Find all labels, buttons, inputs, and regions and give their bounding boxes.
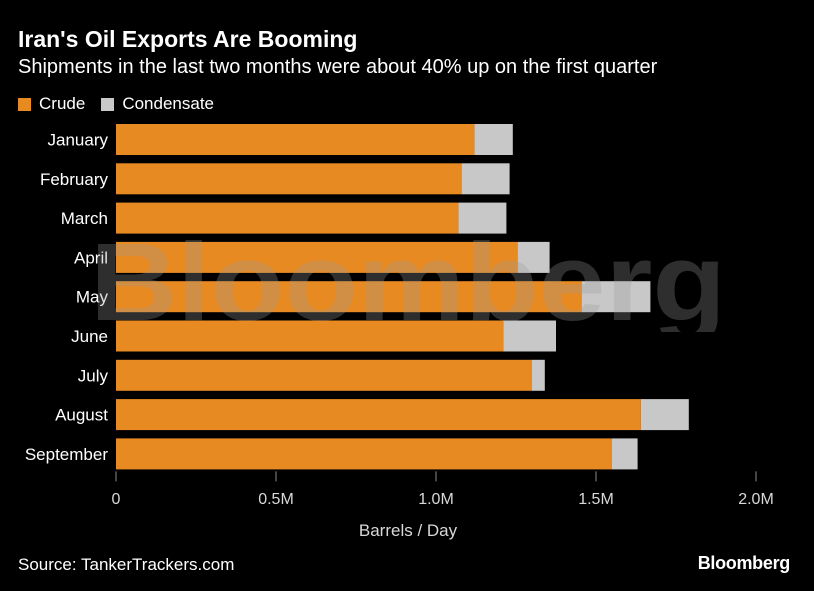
legend-swatch-condensate — [101, 97, 115, 111]
category-label-may: May — [76, 288, 109, 307]
category-label-january: January — [48, 131, 109, 150]
x-tick-label-0: 0 — [112, 491, 121, 508]
x-tick-label-4: 2.0M — [738, 491, 774, 508]
bar-condensate-september — [612, 438, 638, 470]
bar-crude-july — [116, 359, 532, 391]
bar-condensate-february — [461, 163, 510, 195]
bar-crude-august — [116, 399, 641, 431]
legend-label-crude: Crude — [39, 94, 86, 113]
category-label-april: April — [74, 248, 108, 267]
bar-crude-september — [116, 438, 612, 470]
bloomberg-logo: Bloomberg — [697, 553, 791, 573]
category-label-june: June — [71, 327, 108, 346]
bar-crude-june — [116, 320, 504, 352]
x-tick-label-2: 1.0M — [418, 491, 454, 508]
source-note: Source: TankerTrackers.com — [18, 555, 235, 574]
legend: Crude Condensate — [18, 94, 230, 114]
category-label-march: March — [61, 209, 108, 228]
x-tick-label-3: 1.5M — [578, 491, 614, 508]
bar-crude-march — [116, 202, 459, 234]
bar-condensate-july — [532, 359, 545, 391]
bar-condensate-may — [581, 281, 651, 313]
x-tick-label-1: 0.5M — [258, 491, 294, 508]
x-axis-label: Barrels / Day — [359, 521, 458, 540]
bar-condensate-june — [503, 320, 556, 352]
legend-swatch-crude — [18, 97, 31, 111]
category-label-february: February — [40, 170, 109, 189]
bar-crude-april — [116, 241, 518, 273]
bar-crude-january — [116, 124, 475, 155]
bar-crude-may — [116, 281, 582, 313]
legend-label-condensate: Condensate — [122, 94, 214, 113]
category-label-july: July — [78, 366, 109, 385]
legend-item-condensate: Condensate — [101, 94, 214, 114]
chart-title: Iran's Oil Exports Are Booming — [18, 26, 358, 52]
legend-item-crude: Crude — [18, 94, 85, 114]
bar-condensate-january — [474, 124, 513, 155]
bar-crude-february — [116, 163, 462, 195]
bar-condensate-april — [517, 241, 550, 273]
category-label-september: September — [25, 445, 108, 464]
chart-subtitle: Shipments in the last two months were ab… — [18, 56, 658, 78]
bar-condensate-august — [640, 399, 689, 431]
bar-condensate-march — [458, 202, 507, 234]
category-label-august: August — [55, 406, 108, 425]
